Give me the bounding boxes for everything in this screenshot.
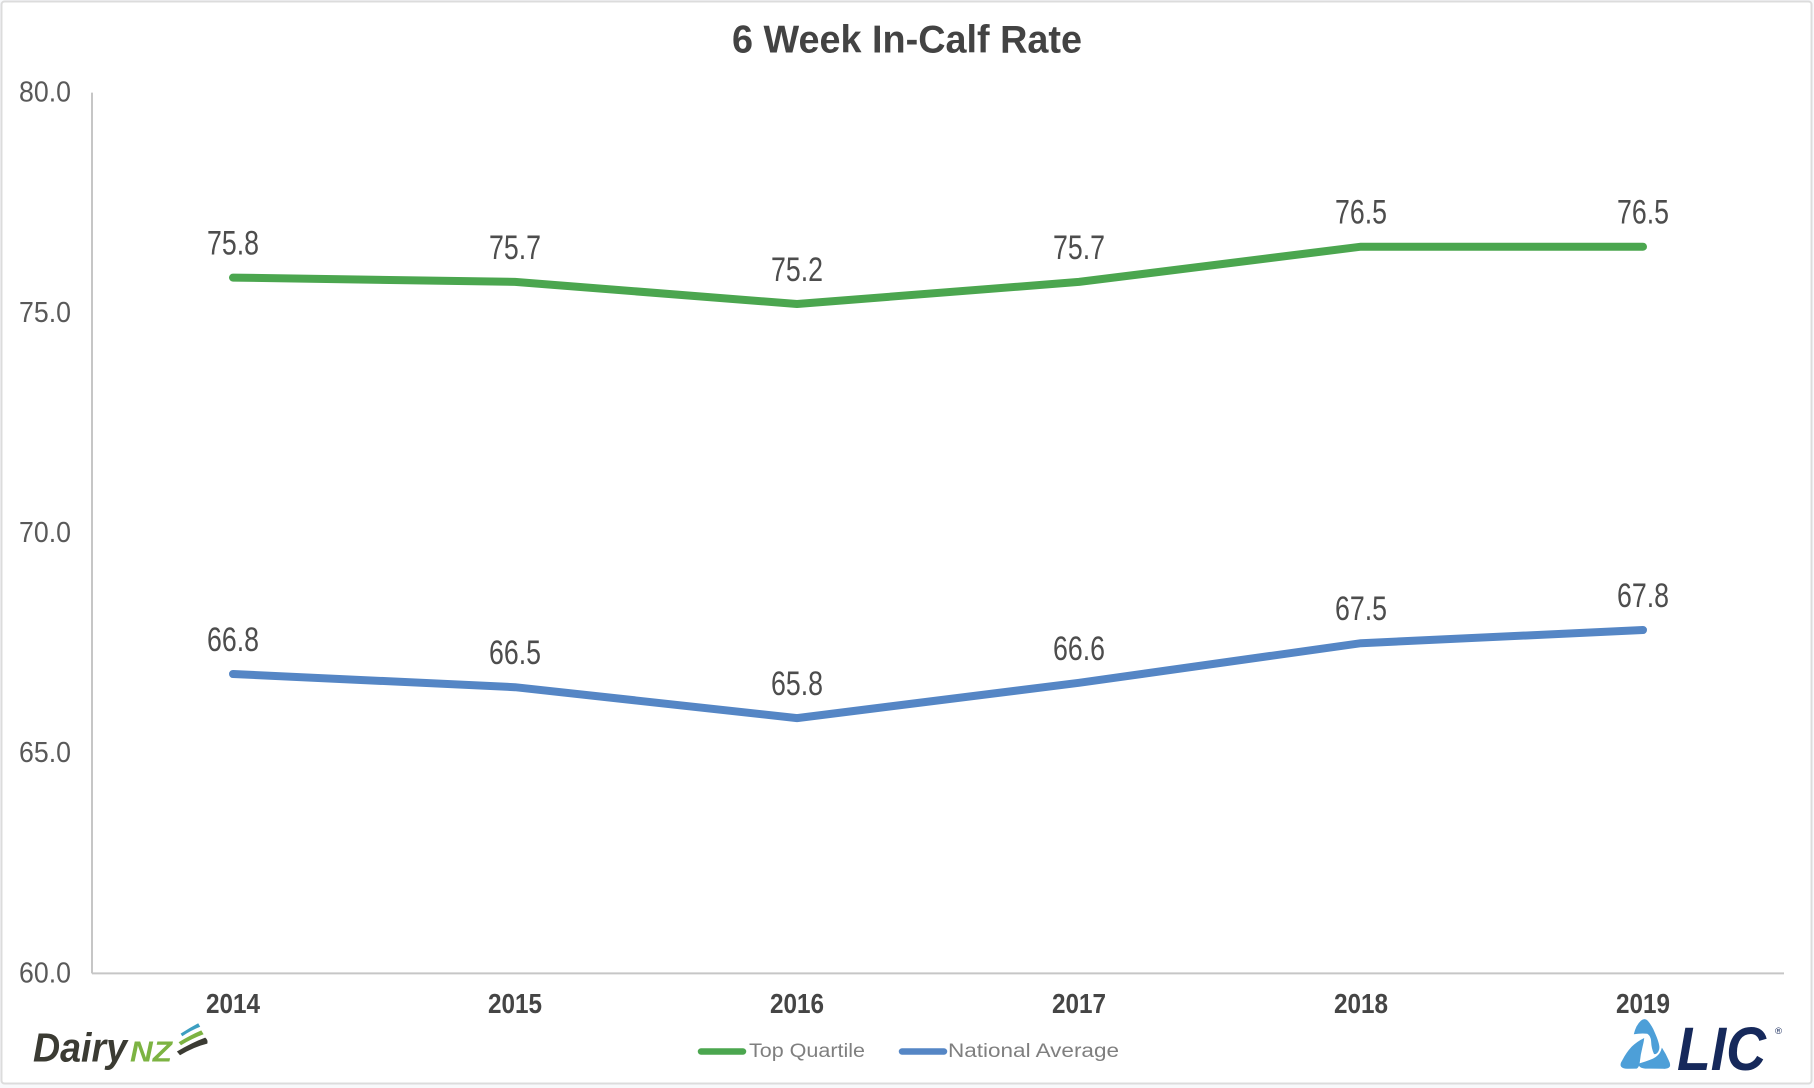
svg-text:66.6: 66.6	[1053, 630, 1105, 668]
svg-text:65.8: 65.8	[771, 665, 823, 703]
svg-text:75.7: 75.7	[1053, 229, 1105, 267]
svg-text:Top Quartile: Top Quartile	[749, 1041, 865, 1062]
svg-text:®: ®	[1775, 1026, 1782, 1037]
svg-text:67.5: 67.5	[1335, 590, 1387, 628]
svg-text:2014: 2014	[206, 988, 261, 1019]
svg-text:2018: 2018	[1334, 988, 1388, 1019]
svg-text:66.5: 66.5	[489, 634, 541, 672]
svg-text:66.8: 66.8	[207, 621, 259, 659]
svg-text:75.8: 75.8	[207, 225, 259, 263]
svg-text:LIC: LIC	[1677, 1015, 1767, 1083]
svg-text:6 Week In-Calf Rate: 6 Week In-Calf Rate	[732, 19, 1082, 62]
svg-text:2019: 2019	[1616, 988, 1670, 1019]
svg-text:75.2: 75.2	[771, 251, 823, 289]
svg-text:2016: 2016	[770, 988, 824, 1019]
svg-text:76.5: 76.5	[1335, 194, 1387, 232]
svg-text:2015: 2015	[488, 988, 542, 1019]
svg-text:2017: 2017	[1052, 988, 1106, 1019]
svg-text:76.5: 76.5	[1617, 194, 1669, 232]
svg-text:NZ: NZ	[130, 1037, 174, 1069]
svg-text:60.0: 60.0	[19, 957, 71, 989]
svg-text:Dairy: Dairy	[33, 1025, 129, 1071]
svg-text:75.7: 75.7	[489, 229, 541, 267]
svg-text:75.0: 75.0	[19, 297, 71, 329]
svg-text:National Average: National Average	[948, 1041, 1119, 1062]
svg-text:80.0: 80.0	[19, 77, 71, 109]
svg-text:65.0: 65.0	[19, 737, 71, 769]
svg-text:70.0: 70.0	[19, 517, 71, 549]
svg-text:67.8: 67.8	[1617, 577, 1669, 615]
